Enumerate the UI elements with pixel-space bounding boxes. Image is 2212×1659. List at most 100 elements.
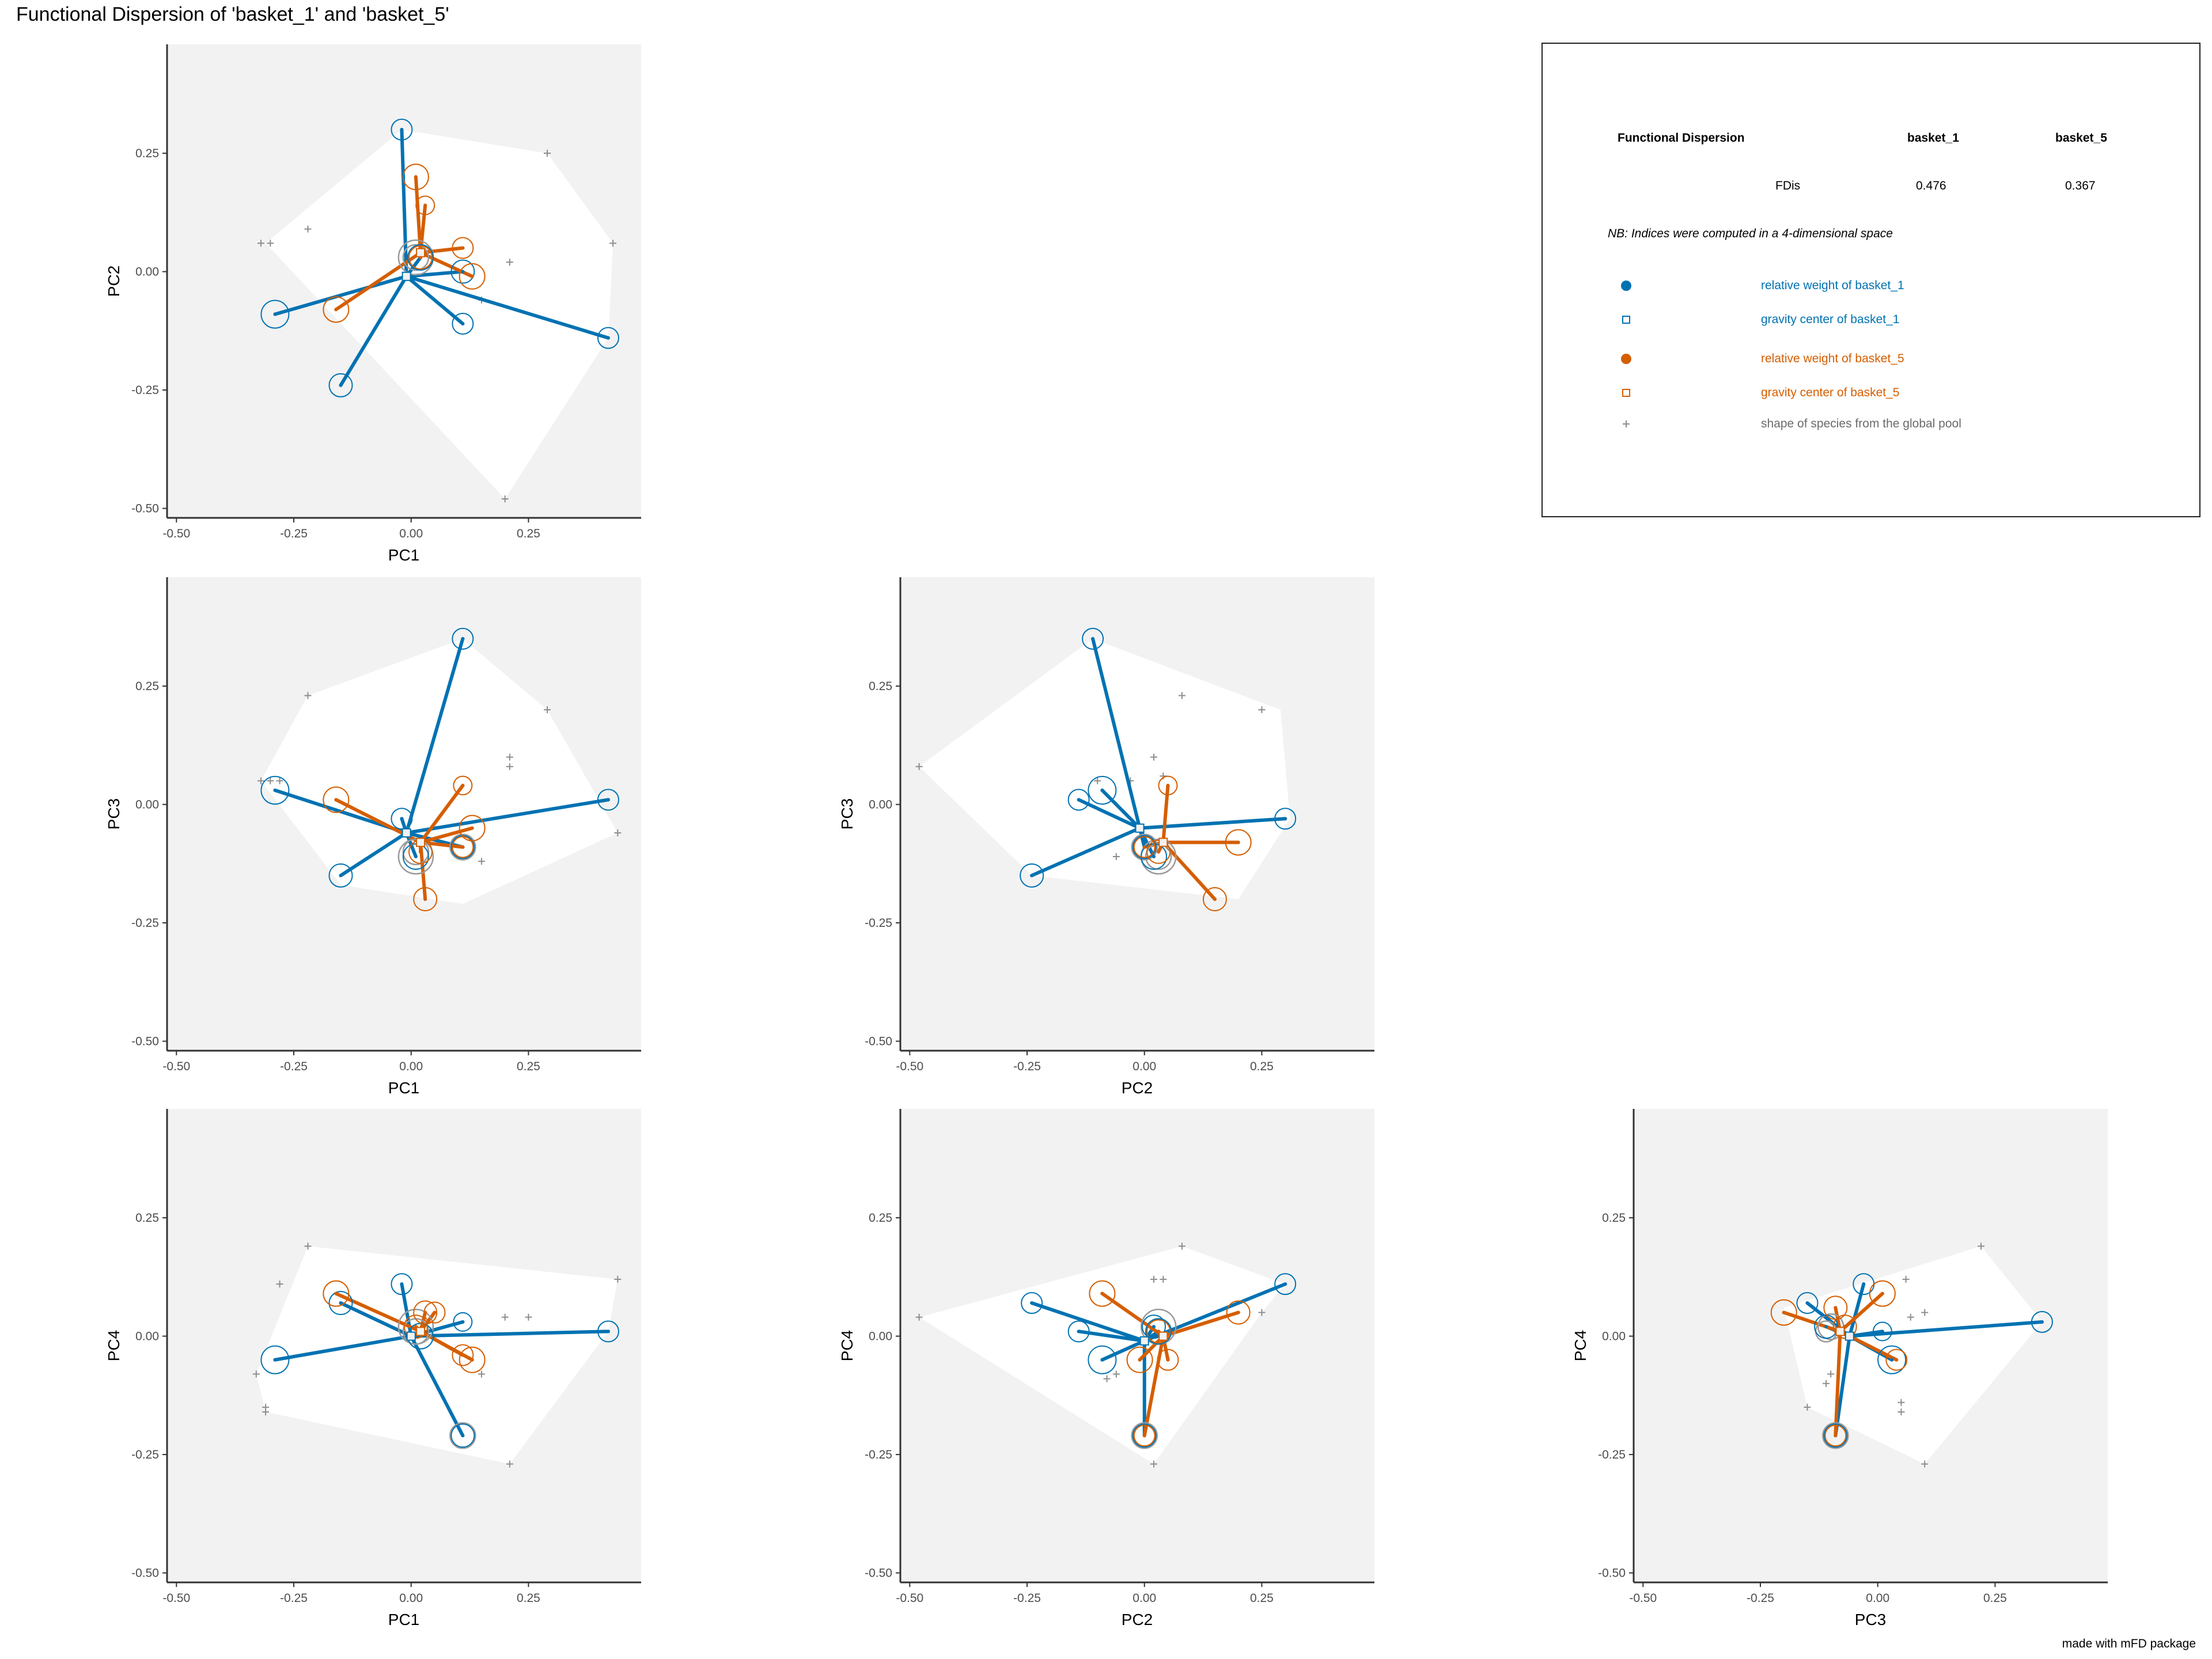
x-tick-label: -0.25 [1013, 1060, 1041, 1073]
pool-species-point [609, 240, 617, 247]
pool-species-point [1150, 1275, 1158, 1283]
basket1-species-point [1021, 1292, 1043, 1315]
basket1-species-dot [339, 383, 343, 387]
basket1-species-dot [273, 312, 277, 316]
basket5-species-point [413, 1300, 438, 1325]
shared-species-point [397, 1308, 434, 1345]
basket1-dispersion-segment [409, 1330, 610, 1338]
legend-col2-header: basket_5 [2055, 131, 2107, 145]
basket5-species-dot [470, 826, 474, 830]
y-axis-label: PC3 [105, 798, 123, 830]
pool-species-point [276, 1281, 283, 1288]
basket5-species-point [459, 815, 486, 842]
basket5-dispersion-segment [419, 783, 465, 844]
plus-icon [1623, 421, 1630, 427]
legend-header-label: Functional Dispersion [1618, 131, 1745, 145]
pool-species-point [1804, 1403, 1811, 1411]
y-axis-label: PC3 [838, 798, 856, 830]
basket1-species-dot [1805, 1301, 1809, 1305]
basket5-species-dot [461, 246, 465, 250]
basket5-gravity-center [1158, 1331, 1168, 1341]
basket1-species-dot [1030, 873, 1034, 877]
open-square-icon [1622, 389, 1630, 397]
pool-species-point [506, 753, 513, 761]
legend-item-label: relative weight of basket_5 [1761, 352, 1904, 365]
basket1-dispersion-segment [404, 274, 465, 325]
scatter-panel-4: -0.50-0.50 -0.25 -0.25 0.00 0.00 0.25 0.25 PC1 P… [105, 1109, 641, 1628]
pool-species-point [304, 225, 312, 233]
scatter-panel-2: -0.50-0.50 -0.25 -0.25 0.00 0.00 0.25 0.25 PC1 P… [105, 577, 641, 1097]
pool-species-point [1921, 1309, 1929, 1316]
basket5-species-dot [1236, 1310, 1240, 1315]
basket1-species-dot [1880, 1330, 1884, 1334]
pool-species-point [257, 240, 264, 247]
basket1-species-dot [339, 873, 343, 877]
basket1-species-point [391, 1273, 413, 1296]
basket5-species-point [1824, 1425, 1847, 1447]
y-tick-label: 0.25 [869, 680, 892, 693]
filled-circle-icon [1621, 354, 1631, 364]
legend-panel: Functional Dispersion basket_1 basket_5 … [1541, 43, 2200, 517]
basket5-dispersion-segment [1782, 1310, 1842, 1334]
basket5-species-point [323, 296, 350, 323]
x-axis-label: PC2 [1122, 1611, 1153, 1628]
basket1-species-dot [339, 1301, 343, 1305]
basket5-species-dot [423, 897, 427, 901]
basket1-species-point [1067, 1320, 1090, 1343]
basket1-species-point [391, 808, 413, 830]
basket1-dispersion-segment [273, 274, 408, 316]
basket1-species-dot [1890, 1358, 1894, 1362]
x-axis-label: PC3 [1855, 1611, 1886, 1628]
basket5-species-point [1089, 1280, 1116, 1307]
x-tick-label: -0.50 [162, 1592, 190, 1605]
convex-hull [1783, 1246, 2042, 1464]
basket5-dispersion-segment [1838, 1291, 1884, 1334]
basket1-species-point [328, 1291, 353, 1316]
y-tick-label: 0.25 [135, 147, 159, 160]
basket1-dispersion-segment [1847, 1330, 1884, 1338]
x-axis-label: PC2 [1122, 1079, 1153, 1097]
y-tick-label: -0.50 [1598, 1567, 1626, 1580]
filled-circle-icon [1621, 281, 1631, 291]
basket5-species-dot [1834, 1434, 1838, 1438]
basket5-species-point [1158, 775, 1178, 796]
basket1-species-point [1796, 1292, 1819, 1315]
basket5-species-dot [461, 845, 465, 849]
basket1-species-dot [606, 798, 610, 802]
basket5-species-point [1146, 839, 1171, 864]
basket1-species-dot [1283, 817, 1287, 821]
basket5-species-dot [1782, 1310, 1786, 1315]
basket1-species-dot [1077, 798, 1081, 802]
x-tick-label: 0.00 [1866, 1592, 1889, 1605]
basket5-dispersion-segment [419, 826, 474, 844]
basket1-dispersion-segment [404, 637, 465, 835]
y-tick-label: 0.00 [135, 266, 159, 279]
basket5-species-point [1226, 1300, 1251, 1325]
pool-species-point [1160, 1275, 1167, 1283]
x-tick-label: 0.00 [1132, 1592, 1156, 1605]
legend-item-label: shape of species from the global pool [1761, 417, 1961, 430]
basket1-species-dot [273, 788, 277, 792]
basket1-species-dot [461, 270, 465, 274]
basket5-species-dot [1166, 783, 1170, 787]
basket5-species-dot [470, 274, 474, 278]
basket1-dispersion-segment [1847, 1320, 2044, 1338]
x-axis-label: PC1 [388, 1079, 419, 1097]
caption: made with mFD package [2062, 1637, 2196, 1650]
basket1-species-point [452, 312, 474, 335]
basket5-species-dot [1157, 850, 1161, 854]
basket1-species-point [1132, 835, 1157, 859]
basket1-species-dot [606, 336, 610, 340]
basket1-species-dot [1077, 1330, 1081, 1334]
x-tick-label: -0.50 [896, 1060, 923, 1073]
y-tick-label: 0.00 [135, 798, 159, 812]
x-tick-label: -0.50 [1629, 1592, 1657, 1605]
y-tick-label: 0.00 [869, 1330, 892, 1343]
basket1-gravity-center [406, 1331, 416, 1341]
basket5-species-dot [334, 798, 338, 802]
basket1-dispersion-segment [1077, 798, 1142, 830]
basket1-species-dot [1091, 637, 1095, 641]
x-tick-label: 0.00 [1132, 1060, 1156, 1073]
y-tick-label: 0.25 [869, 1211, 892, 1225]
pool-species-point [1902, 1275, 1910, 1283]
